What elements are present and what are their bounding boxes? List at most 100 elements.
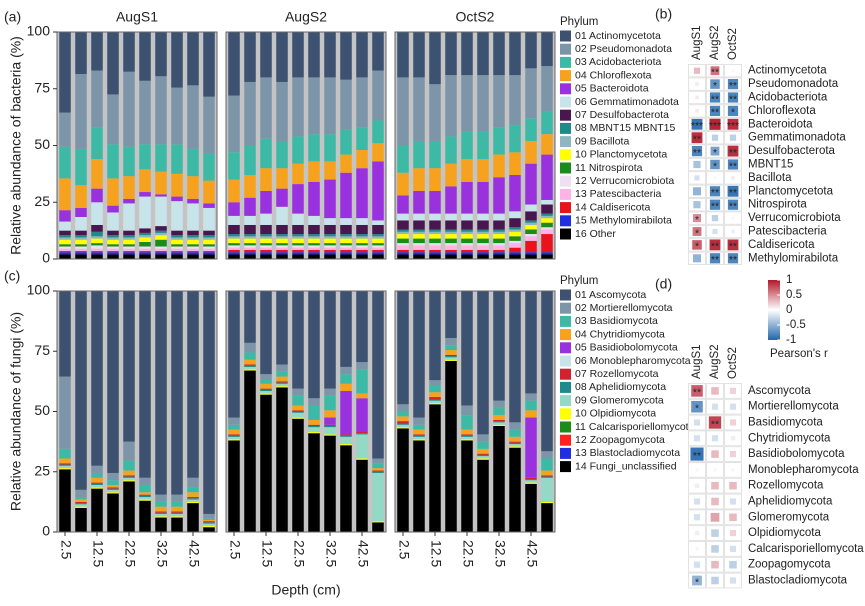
bar-segment	[139, 235, 151, 238]
bar-segment	[477, 249, 489, 253]
heat-cell	[693, 160, 701, 169]
bar-segment	[340, 252, 352, 255]
bar-segment	[187, 501, 199, 504]
bar-segment	[372, 249, 384, 253]
bar-segment	[397, 243, 409, 246]
heat-cell	[692, 254, 702, 263]
bar-segment	[308, 252, 320, 255]
bar-segment	[493, 229, 505, 232]
bar-segment	[413, 417, 425, 425]
bar-segment	[372, 458, 384, 464]
bar-segment	[260, 224, 272, 235]
bar-segment	[324, 179, 336, 219]
bar-segment	[228, 152, 240, 180]
y-tick-label: 75	[34, 79, 50, 95]
bar-segment	[509, 436, 521, 442]
bar-segment	[260, 190, 272, 214]
bar-segment	[413, 252, 425, 255]
bar-segment	[397, 220, 409, 230]
significance: **	[711, 107, 719, 119]
legend-swatch	[560, 408, 571, 420]
bar-segment	[228, 434, 240, 436]
bar-segment	[292, 238, 304, 244]
bar-segment	[397, 195, 409, 214]
bar-segment	[509, 236, 521, 241]
bar-segment	[203, 522, 215, 524]
heat-cell	[727, 199, 739, 210]
bar-segment	[445, 163, 457, 187]
bar-segment	[477, 441, 489, 449]
heat-cell	[692, 575, 702, 586]
bar-segment	[139, 494, 151, 496]
bar-segment	[308, 433, 320, 532]
row-label: Actinomycetota	[748, 65, 827, 77]
bar-segment	[228, 179, 240, 203]
bar-segment	[372, 471, 384, 473]
bar-segment	[276, 238, 288, 244]
bar-segment	[308, 224, 320, 235]
y-tick-label: 50	[34, 136, 50, 152]
bar-segment	[123, 480, 135, 482]
heat-cell	[731, 229, 735, 234]
bar-segment	[228, 439, 240, 441]
bar-segment	[228, 224, 240, 235]
bar-segment	[461, 405, 473, 416]
bar-segment	[292, 395, 304, 406]
bar-segment	[107, 246, 119, 249]
x-tick-label: 22.5	[291, 540, 307, 567]
bar-segment	[461, 159, 473, 182]
bar-segment	[461, 220, 473, 230]
bar-segment	[340, 234, 352, 237]
legend-swatch	[560, 421, 571, 433]
bar-segment	[139, 291, 151, 478]
x-tick-label: 22.5	[460, 540, 476, 567]
bar-segment	[75, 207, 87, 218]
bar-segment	[203, 96, 215, 154]
bar-segment	[509, 125, 521, 153]
bar-segment	[260, 389, 272, 392]
bar-segment	[429, 243, 441, 246]
bar-segment	[75, 237, 87, 240]
bar-segment	[356, 218, 368, 225]
bar-segment	[372, 247, 384, 250]
bar-segment	[445, 32, 457, 76]
bar-segment	[107, 32, 119, 95]
heat-cell	[711, 387, 719, 395]
bar-segment	[260, 252, 272, 255]
bar-segment	[308, 254, 320, 259]
bar-segment	[123, 470, 135, 476]
bar-segment	[445, 213, 457, 221]
heat-cell	[731, 176, 735, 180]
significance: **	[711, 418, 719, 430]
bar-segment	[171, 251, 183, 253]
significance: *	[713, 147, 717, 159]
bar-segment	[340, 172, 352, 219]
bar-segment	[292, 77, 304, 137]
bar-segment	[397, 145, 409, 173]
bar-segment	[75, 246, 87, 249]
bar-segment	[276, 81, 288, 141]
y-tick-label: 0	[42, 523, 50, 539]
bar-segment	[356, 393, 368, 399]
bar-segment	[187, 148, 199, 177]
bar-segment	[541, 199, 553, 205]
bar-segment	[139, 144, 151, 170]
bar-segment	[461, 254, 473, 259]
bar-segment	[445, 231, 457, 235]
bar-segment	[429, 84, 441, 141]
row-label: Calcarisporiellomycota	[748, 543, 864, 555]
heat-cell	[708, 416, 722, 429]
bar-segment	[324, 243, 336, 246]
bar-segment	[308, 425, 320, 428]
bar-segment	[541, 477, 553, 502]
colorbar-title: Pearson's r	[770, 348, 828, 360]
bar-segment	[461, 435, 473, 437]
bar-segment	[276, 383, 288, 387]
heat-cell	[711, 450, 719, 458]
bar-segment	[276, 32, 288, 82]
bar-segment	[397, 254, 409, 259]
bar-segment	[107, 237, 119, 240]
bar-segment	[445, 238, 457, 244]
y-tick-label: 50	[34, 402, 50, 418]
